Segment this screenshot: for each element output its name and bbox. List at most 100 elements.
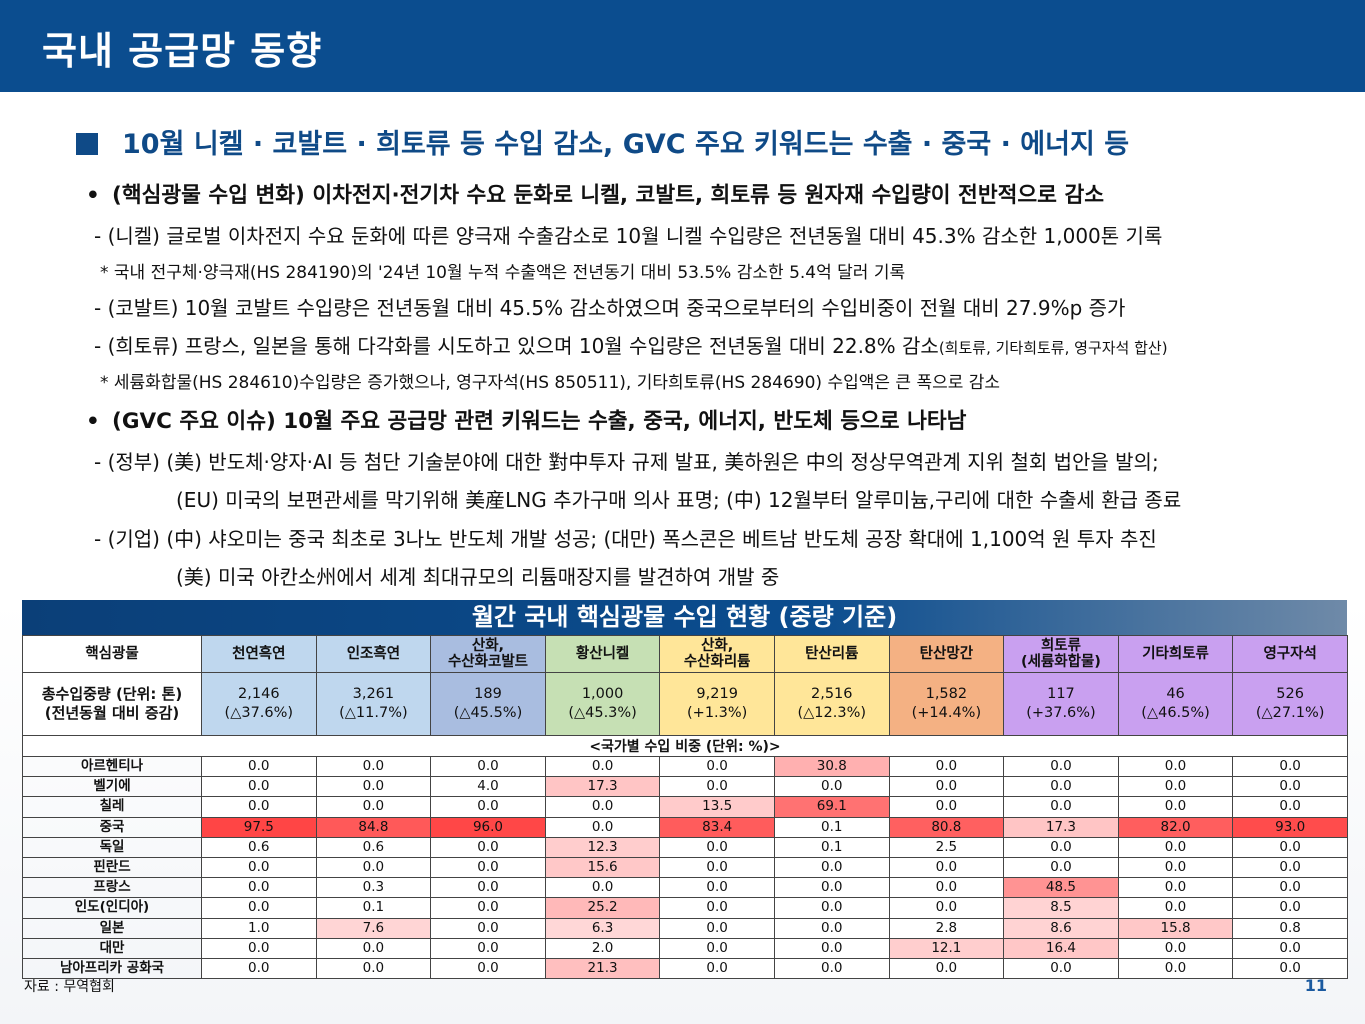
total-change: (△12.3%) [797,705,867,721]
country-cell: 대만 [22,937,202,959]
page-title: 국내 공급망 동향 [42,29,323,73]
share-cell: 0.0 [201,937,317,959]
country-cell: 벨기에 [22,776,202,798]
share-cell: 0.0 [1003,957,1119,980]
note-precursor: * 국내 전구체·양극재(HS 284190)의 '24년 10월 누적 수출액… [100,263,906,283]
share-cell: 0.0 [430,877,546,899]
share-cell: 93.0 [1232,816,1348,838]
share-cell: 0.0 [201,897,317,919]
share-cell: 97.5 [201,816,317,838]
rare-earth-text: - (희토류) 프랑스, 일본을 통해 다각화를 시도하고 있으며 10월 수입… [94,334,939,358]
share-cell: 0.0 [201,877,317,899]
section-title: 10월 니켈 · 코발트 · 희토류 등 수입 감소, GVC 주요 키워드는 … [76,122,1129,161]
table-row: 칠레 0.0 0.0 0.0 0.0 13.5 69.1 0.0 0.0 0.0 0.0 [22,796,1348,818]
share-cell: 0.0 [430,937,546,959]
share-cell: 0.0 [888,957,1005,980]
dash-nickel: - (니켈) 글로벌 이차전지 수요 둔화에 따른 양극재 수출감소로 10월 … [94,224,1163,248]
share-cell: 25.2 [544,897,661,919]
share-cell: 0.0 [430,957,546,980]
total-cell: 117 (+37.6%) [1003,672,1119,736]
share-cell: 15.8 [1117,917,1234,939]
total-cell: 9,219 (+1.3%) [659,672,775,736]
total-cell: 2,516 (△12.3%) [773,672,890,736]
share-cell: 0.0 [315,796,432,818]
sub-header: <국가별 수입 비중 (단위: %)> [22,735,1348,757]
total-cell: 46 (△46.5%) [1117,672,1234,736]
table-row: 독일 0.6 0.6 0.0 12.3 0.0 0.1 2.5 0.0 0.0 0.0 [22,836,1348,858]
share-cell: 69.1 [773,796,890,818]
share-cell: 0.0 [430,856,546,879]
share-cell: 13.5 [659,796,775,818]
total-change: (△37.6%) [224,705,294,721]
share-cell: 0.6 [201,836,317,858]
total-change: (△27.1%) [1255,705,1325,721]
total-change: (+37.6%) [1026,705,1096,721]
dash-rare-earth: - (희토류) 프랑스, 일본을 통해 다각화를 시도하고 있으며 10월 수입… [94,330,1168,359]
mineral-header: 산화, 수산화리튬 [659,635,775,673]
share-cell: 0.0 [1117,776,1234,798]
share-cell: 4.0 [430,776,546,798]
share-cell: 0.0 [659,877,775,899]
share-cell: 0.0 [544,796,661,818]
country-cell: 인도(인디아) [22,897,202,919]
share-cell: 30.8 [773,755,890,778]
share-cell: 0.0 [659,776,775,798]
total-value: 2,516 [811,686,853,702]
share-cell: 0.0 [1232,836,1348,858]
share-cell: 0.0 [773,776,890,798]
share-cell: 0.0 [544,755,661,778]
country-cell: 독일 [22,836,202,858]
total-cell: 1,000 (△45.3%) [544,672,661,736]
share-cell: 0.0 [1003,755,1119,778]
share-cell: 0.0 [659,755,775,778]
total-value: 1,000 [581,686,624,702]
share-cell: 12.3 [544,836,661,858]
mineral-header: 황산니켈 [544,635,661,673]
country-cell: 남아프리카 공화국 [22,957,202,980]
share-cell: 0.0 [1003,796,1119,818]
mineral-header: 천연흑연 [201,635,317,673]
share-cell: 0.0 [1232,796,1348,818]
country-cell: 칠레 [22,796,202,818]
sub-header-row: <국가별 수입 비중 (단위: %)> [22,735,1348,757]
bullet-icon: • [86,409,100,434]
dash-company: - (기업) (中) 샤오미는 중국 최초로 3나노 반도체 개발 성공; (대… [94,527,1157,551]
share-cell: 0.0 [773,877,890,899]
mineral-header: 인조흑연 [315,635,432,673]
country-cell: 프랑스 [22,877,202,899]
share-cell: 0.0 [659,856,775,879]
page-number: 11 [1304,976,1327,995]
total-value: 46 [1166,686,1185,702]
country-cell: 일본 [22,917,202,939]
share-cell: 0.0 [315,755,432,778]
share-cell: 0.0 [201,776,317,798]
mineral-header: 희토류 (세륨화합물) [1003,635,1119,673]
share-cell: 0.0 [1232,897,1348,919]
share-cell: 0.1 [773,816,890,838]
share-cell: 0.0 [773,917,890,939]
share-cell: 0.0 [430,755,546,778]
share-cell: 8.6 [1003,917,1119,939]
total-change: (△11.7%) [339,705,408,721]
share-cell: 0.0 [1117,897,1234,919]
share-cell: 16.4 [1003,937,1119,959]
share-cell: 0.0 [1117,836,1234,858]
share-cell: 0.1 [773,836,890,858]
total-change: (+14.4%) [911,705,982,721]
total-change: (+1.3%) [687,705,748,721]
total-cell: 1,582 (+14.4%) [888,672,1005,736]
share-cell: 96.0 [430,816,546,838]
share-cell: 0.0 [659,917,775,939]
share-cell: 0.0 [1117,755,1234,778]
total-cell: 189 (△45.5%) [430,672,546,736]
share-cell: 0.0 [659,937,775,959]
share-cell: 0.0 [201,856,317,879]
total-change: (△45.3%) [568,705,637,721]
share-cell: 0.0 [773,937,890,959]
country-cell: 아르헨티나 [22,755,202,778]
share-cell: 0.0 [430,917,546,939]
table-row: 인도(인디아) 0.0 0.1 0.0 25.2 0.0 0.0 0.0 8.5 0.0 0.0 [22,897,1348,919]
bullet-gvc: • (GVC 주요 이슈) 10월 주요 공급망 관련 키워드는 수출, 중국, … [86,404,966,435]
share-cell: 82.0 [1117,816,1234,838]
dash-cobalt: - (코발트) 10월 코발트 수입량은 전년동월 대비 45.5% 감소하였으… [94,296,1126,320]
